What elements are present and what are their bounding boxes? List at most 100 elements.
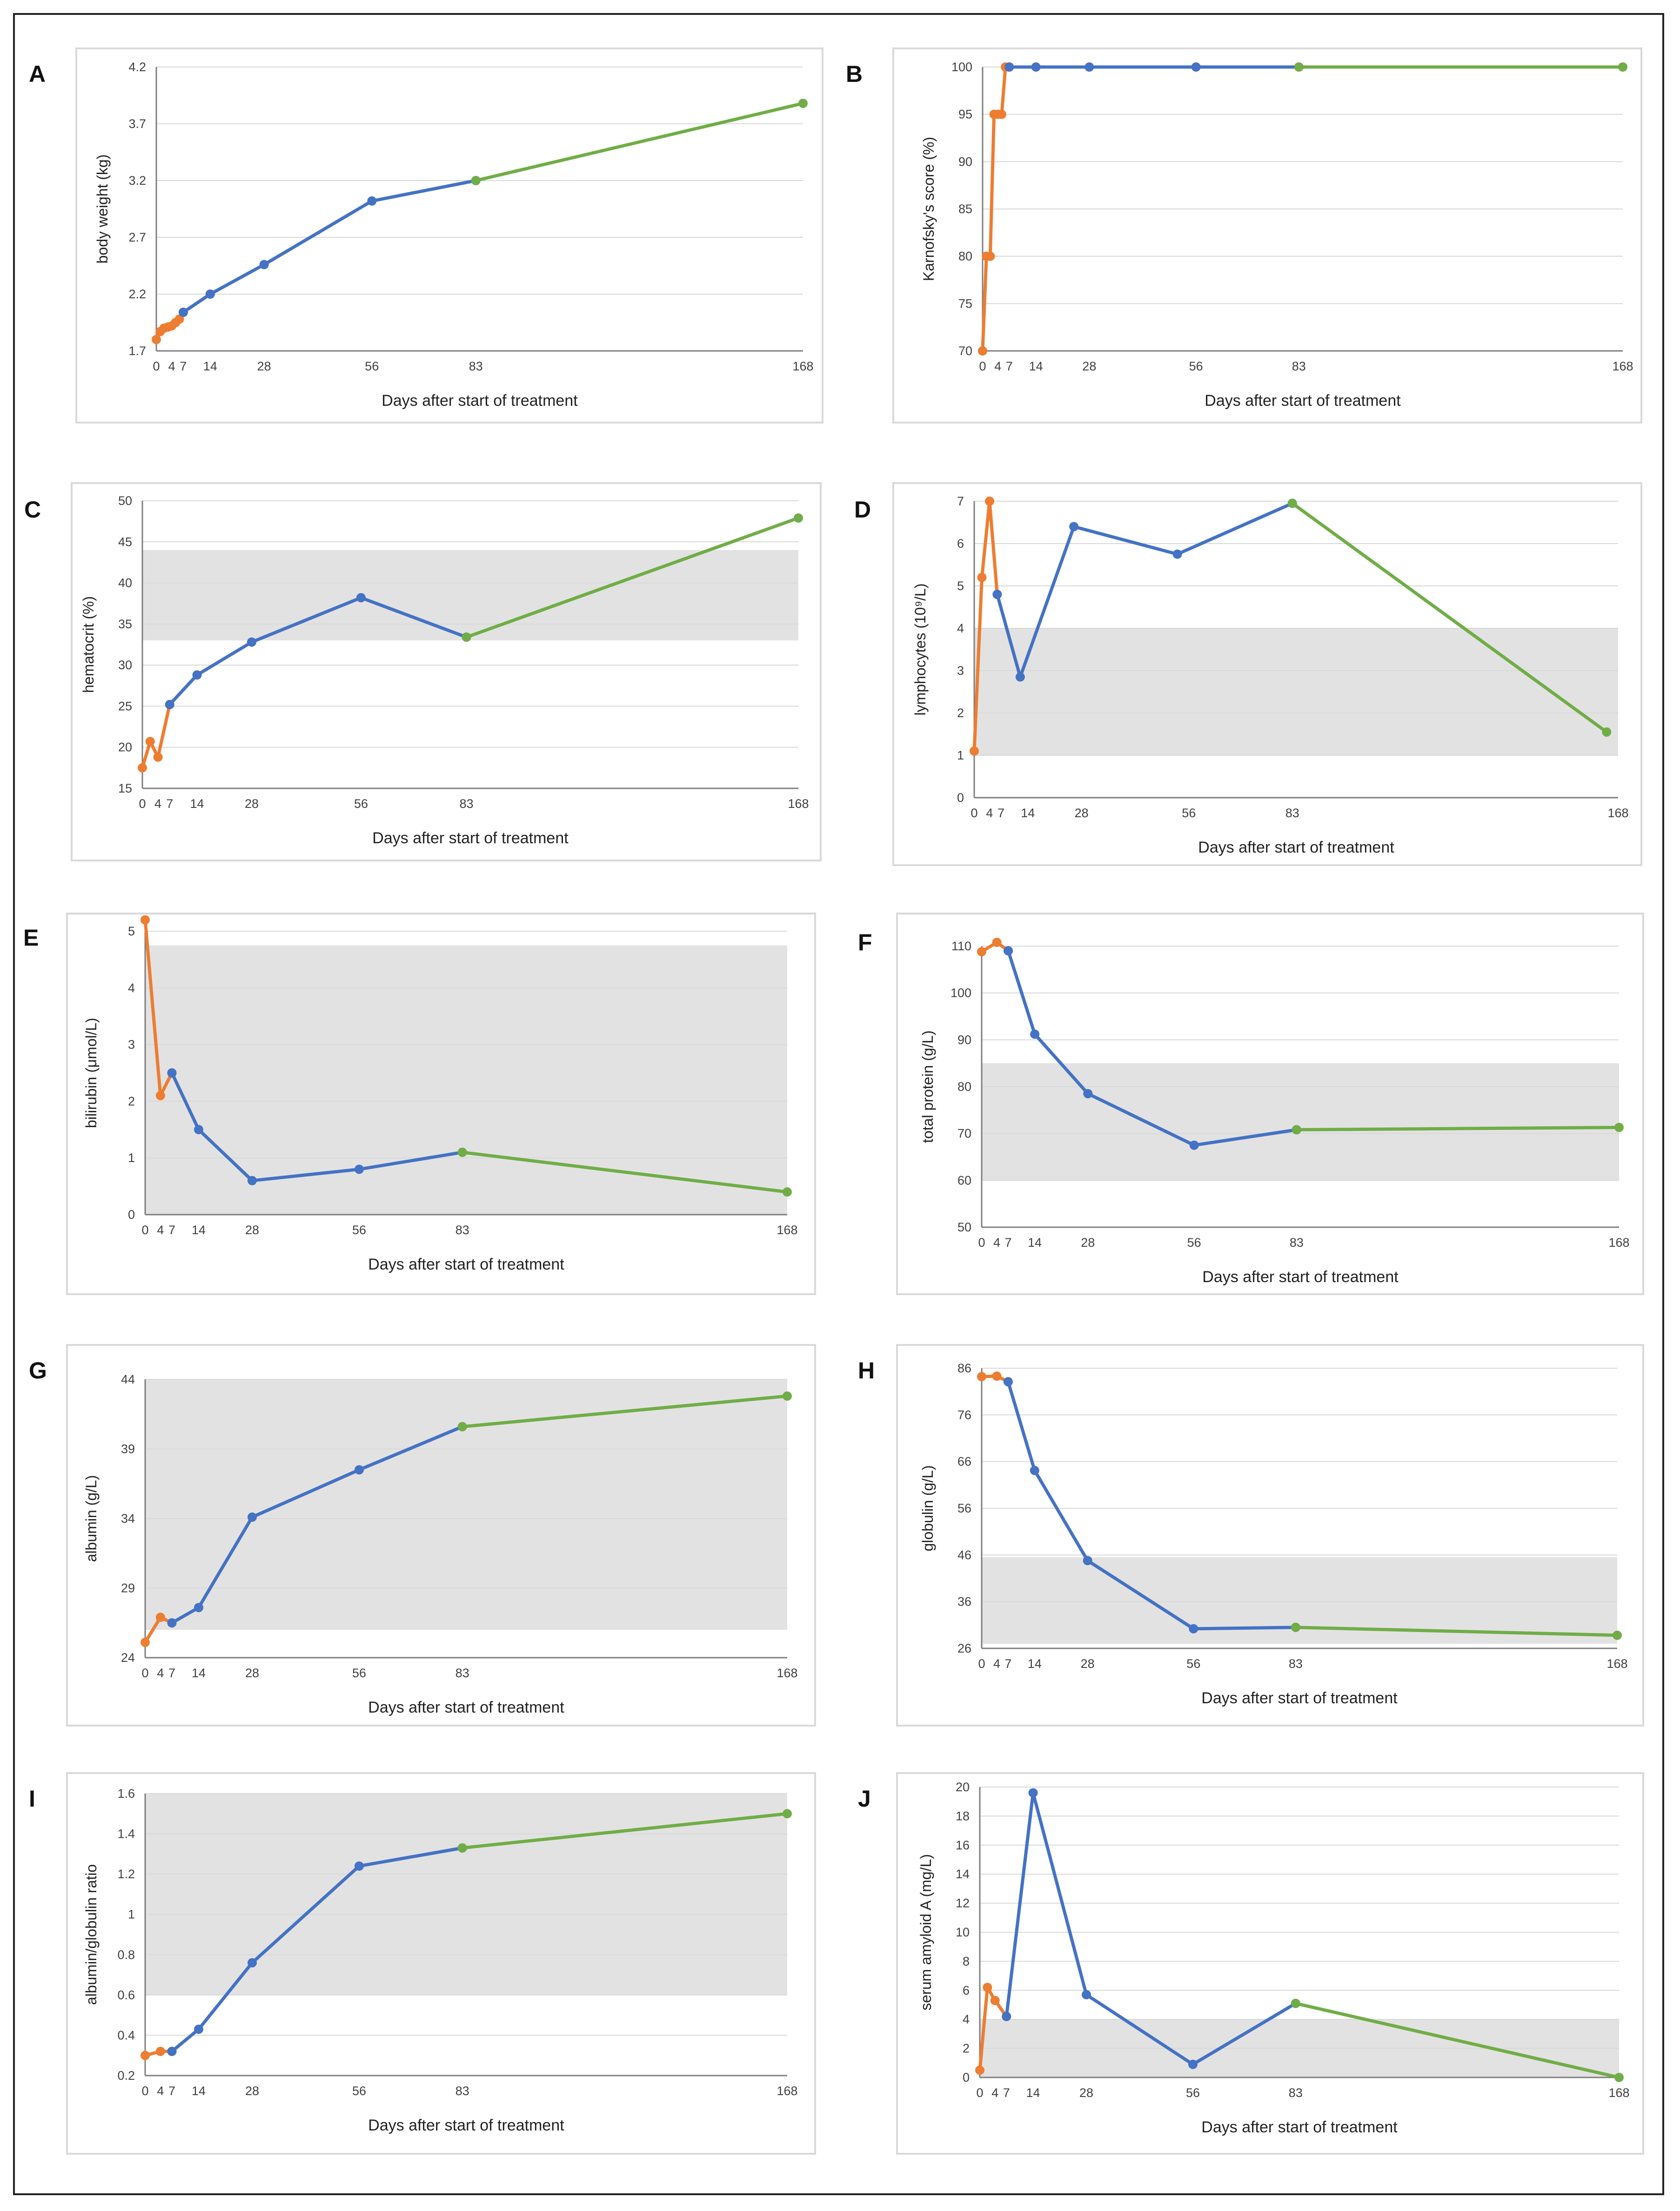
y-tick-label: 5 <box>957 579 964 593</box>
x-tick-label: 7 <box>997 806 1004 820</box>
x-tick-label: 7 <box>168 1666 175 1680</box>
y-tick-label: 66 <box>957 1455 971 1469</box>
x-tick-label: 168 <box>1606 1657 1627 1671</box>
x-tick-label: 7 <box>168 2084 175 2098</box>
x-tick-label: 168 <box>1612 359 1633 373</box>
x-axis-title: Days after start of treatment <box>1202 1268 1399 1286</box>
x-axis-title: Days after start of treatment <box>368 1256 564 1273</box>
data-point-mid <box>1004 62 1014 72</box>
panel-e: 0 1 2 3 4 5 0 4 7 14 28 56 83 168 Days after start of … <box>66 913 816 1295</box>
y-tick-label: 70 <box>958 344 972 358</box>
x-tick-label: 4 <box>991 2086 998 2100</box>
data-point-early <box>985 497 994 506</box>
x-tick-label: 56 <box>352 2084 366 2098</box>
y-tick-label: 15 <box>118 781 132 795</box>
y-tick-label: 2.2 <box>128 287 146 301</box>
data-point-early <box>138 763 147 773</box>
y-tick-label: 3 <box>128 1038 135 1052</box>
x-tick-label: 83 <box>460 797 474 811</box>
x-tick-label: 0 <box>978 1657 985 1671</box>
data-point-mid <box>355 1465 364 1474</box>
data-point-mid <box>260 260 269 269</box>
x-tick-label: 83 <box>455 1223 469 1237</box>
y-tick-label: 29 <box>121 1581 135 1595</box>
data-point-mid <box>1069 522 1078 531</box>
x-tick-label: 83 <box>455 1666 469 1680</box>
data-point-mid <box>1173 550 1182 559</box>
x-tick-label: 28 <box>1081 1657 1095 1671</box>
x-axis-title: Days after start of treatment <box>372 829 569 847</box>
panel-c: 15 20 25 30 35 40 45 50 0 4 7 14 28 56 83 168 Days after… <box>71 482 822 861</box>
x-tick-label: 7 <box>1006 359 1013 373</box>
reference-range-band <box>145 945 787 1215</box>
y-axis-title: albumin (g/L) <box>83 1475 100 1562</box>
y-tick-label: 50 <box>118 494 132 508</box>
data-point-mid <box>248 1176 257 1185</box>
y-tick-label: 6 <box>963 1983 970 1997</box>
x-tick-label: 83 <box>1285 806 1299 820</box>
data-point-mid <box>167 2047 177 2056</box>
panel-letter-j: J <box>858 1785 871 1812</box>
data-point-late <box>1294 62 1304 72</box>
data-point-mid <box>1030 1466 1039 1475</box>
data-point-late <box>794 513 803 523</box>
x-tick-label: 83 <box>1290 1236 1304 1250</box>
data-point-late <box>1614 1123 1624 1132</box>
chart-d: 012345670 4 7 14 28 56 83 168Days after start o… <box>894 484 1640 864</box>
data-point-mid <box>1004 946 1013 955</box>
panel-b: 70 75 80 85 90 95 100 0 4 7 14 28 56 83 168 Days after … <box>892 47 1642 423</box>
data-point-late <box>1291 1623 1300 1632</box>
y-axis-title: lymphocytes (10⁹/L) <box>912 583 929 715</box>
y-tick-label: 34 <box>121 1512 135 1526</box>
y-axis-title: Karnofsky's score (%) <box>920 137 937 281</box>
panel-letter-i: I <box>29 1785 35 1812</box>
y-tick-label: 36 <box>957 1595 971 1609</box>
x-tick-label: 168 <box>788 797 809 811</box>
x-axis-title: Days after start of treatment <box>1205 392 1401 410</box>
panel-d: 0 1 2 3 4 5 6 7 0 4 7 14 28 56 83 168 Days after start o… <box>892 482 1642 866</box>
y-tick-label: 12 <box>956 1896 970 1910</box>
x-tick-label: 28 <box>1079 2086 1093 2100</box>
data-point-early <box>983 1983 992 1992</box>
data-point-late <box>1613 1631 1622 1640</box>
x-axis-title: Days after start of treatment <box>1201 1689 1398 1707</box>
data-point-mid <box>1031 62 1041 72</box>
x-tick-label: 0 <box>141 2084 148 2098</box>
x-tick-label: 7 <box>1004 1657 1011 1671</box>
data-point-mid <box>206 289 215 299</box>
data-point-mid <box>167 1069 177 1078</box>
y-tick-label: 76 <box>957 1408 971 1422</box>
x-tick-label: 56 <box>354 797 368 811</box>
x-tick-label: 0 <box>979 359 986 373</box>
panel-h: 26 36 46 56 66 76 86 0 4 7 14 28 56 83 168 Days after s… <box>896 1344 1644 1727</box>
panel-letter-a: A <box>29 60 46 87</box>
y-tick-label: 45 <box>118 535 132 549</box>
panel-letter-d: D <box>854 496 871 523</box>
x-tick-label: 14 <box>192 2084 206 2098</box>
x-tick-label: 14 <box>1021 806 1035 820</box>
y-tick-label: 1.7 <box>128 344 146 358</box>
y-tick-label: 50 <box>957 1220 971 1234</box>
x-tick-label: 56 <box>1189 359 1203 373</box>
y-tick-label: 4.2 <box>128 60 146 74</box>
data-point-early <box>992 1371 1002 1381</box>
y-tick-label: 30 <box>118 658 132 672</box>
data-point-late <box>1291 1999 1300 2008</box>
y-tick-label: 18 <box>956 1809 970 1823</box>
x-tick-label: 83 <box>455 2084 469 2098</box>
x-tick-label: 83 <box>469 359 483 373</box>
y-tick-label: 0.4 <box>117 2028 135 2042</box>
panel-letter-h: H <box>858 1357 875 1384</box>
x-tick-label: 168 <box>1608 2086 1629 2100</box>
panel-letter-g: G <box>29 1357 47 1384</box>
y-tick-label: 0.8 <box>117 1948 135 1962</box>
x-tick-label: 14 <box>1028 1657 1042 1671</box>
x-tick-label: 28 <box>245 1666 259 1680</box>
x-tick-label: 56 <box>352 1223 366 1237</box>
data-point-mid <box>355 1165 364 1174</box>
y-tick-label: 3 <box>957 664 964 678</box>
y-tick-label: 90 <box>957 1033 971 1047</box>
data-point-early <box>156 1613 165 1622</box>
data-point-mid <box>1190 1141 1199 1150</box>
x-tick-label: 0 <box>141 1223 148 1237</box>
